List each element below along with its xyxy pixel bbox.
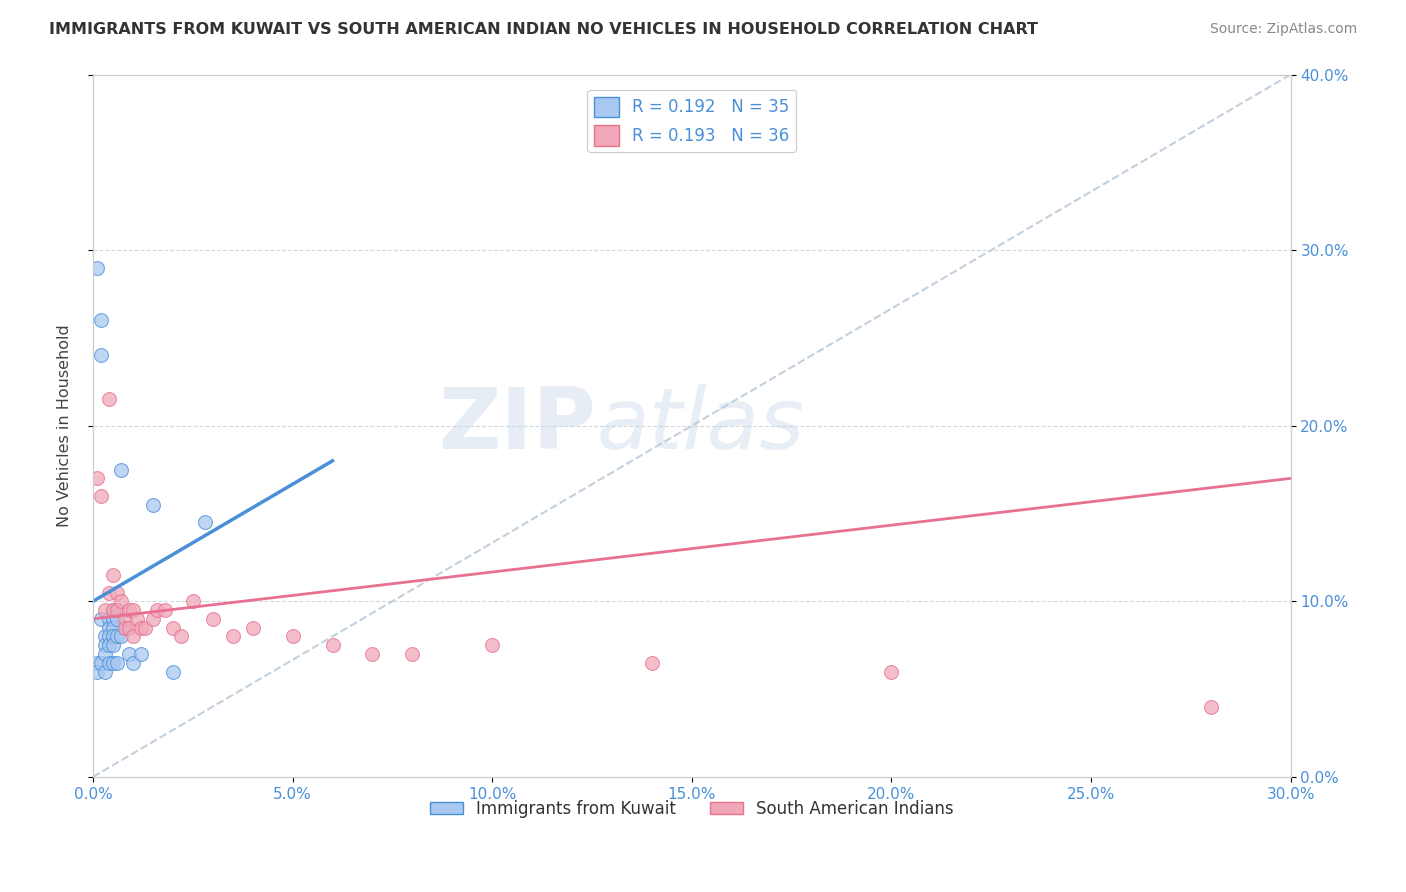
Point <box>94 647 117 661</box>
Point <box>181 594 204 608</box>
Point <box>94 638 117 652</box>
Point <box>170 629 193 643</box>
Point <box>105 629 128 643</box>
Point <box>90 489 112 503</box>
Point <box>641 656 664 670</box>
Point <box>281 629 304 643</box>
Point <box>481 638 503 652</box>
Y-axis label: No Vehicles in Household: No Vehicles in Household <box>58 325 72 527</box>
Point <box>101 603 124 617</box>
Point <box>322 638 344 652</box>
Point <box>98 392 121 407</box>
Text: atlas: atlas <box>596 384 804 467</box>
Point <box>101 612 124 626</box>
Point <box>118 621 141 635</box>
Point <box>129 647 152 661</box>
Point <box>101 656 124 670</box>
Text: ZIP: ZIP <box>439 384 596 467</box>
Point <box>86 665 108 679</box>
Point <box>134 621 156 635</box>
Point <box>142 612 165 626</box>
Point <box>86 471 108 485</box>
Point <box>201 612 224 626</box>
Point <box>222 629 245 643</box>
Point <box>122 656 145 670</box>
Legend: Immigrants from Kuwait, South American Indians: Immigrants from Kuwait, South American I… <box>423 793 960 825</box>
Point <box>98 638 121 652</box>
Point <box>110 462 132 476</box>
Point <box>105 612 128 626</box>
Point <box>105 656 128 670</box>
Point <box>153 603 176 617</box>
Point <box>101 638 124 652</box>
Point <box>105 585 128 599</box>
Point <box>101 568 124 582</box>
Point <box>98 612 121 626</box>
Point <box>194 515 217 529</box>
Point <box>122 603 145 617</box>
Point <box>105 603 128 617</box>
Point <box>401 647 423 661</box>
Point <box>146 603 169 617</box>
Point <box>114 612 136 626</box>
Point <box>361 647 384 661</box>
Point <box>101 629 124 643</box>
Point <box>86 260 108 275</box>
Point <box>129 621 152 635</box>
Point <box>162 665 184 679</box>
Point <box>142 498 165 512</box>
Point <box>98 621 121 635</box>
Point <box>125 612 148 626</box>
Point <box>1199 699 1222 714</box>
Point <box>94 603 117 617</box>
Point <box>122 629 145 643</box>
Point <box>98 656 121 670</box>
Point <box>86 656 108 670</box>
Point <box>242 621 264 635</box>
Point <box>118 647 141 661</box>
Point <box>118 603 141 617</box>
Point <box>105 603 128 617</box>
Point <box>90 313 112 327</box>
Point <box>114 621 136 635</box>
Point <box>101 621 124 635</box>
Point <box>94 665 117 679</box>
Point <box>114 621 136 635</box>
Point <box>90 348 112 362</box>
Point <box>94 629 117 643</box>
Point <box>98 629 121 643</box>
Point <box>90 656 112 670</box>
Point <box>90 612 112 626</box>
Point <box>101 603 124 617</box>
Text: Source: ZipAtlas.com: Source: ZipAtlas.com <box>1209 22 1357 37</box>
Point <box>110 629 132 643</box>
Point <box>98 585 121 599</box>
Text: IMMIGRANTS FROM KUWAIT VS SOUTH AMERICAN INDIAN NO VEHICLES IN HOUSEHOLD CORRELA: IMMIGRANTS FROM KUWAIT VS SOUTH AMERICAN… <box>49 22 1038 37</box>
Point <box>880 665 903 679</box>
Point <box>110 594 132 608</box>
Point <box>162 621 184 635</box>
